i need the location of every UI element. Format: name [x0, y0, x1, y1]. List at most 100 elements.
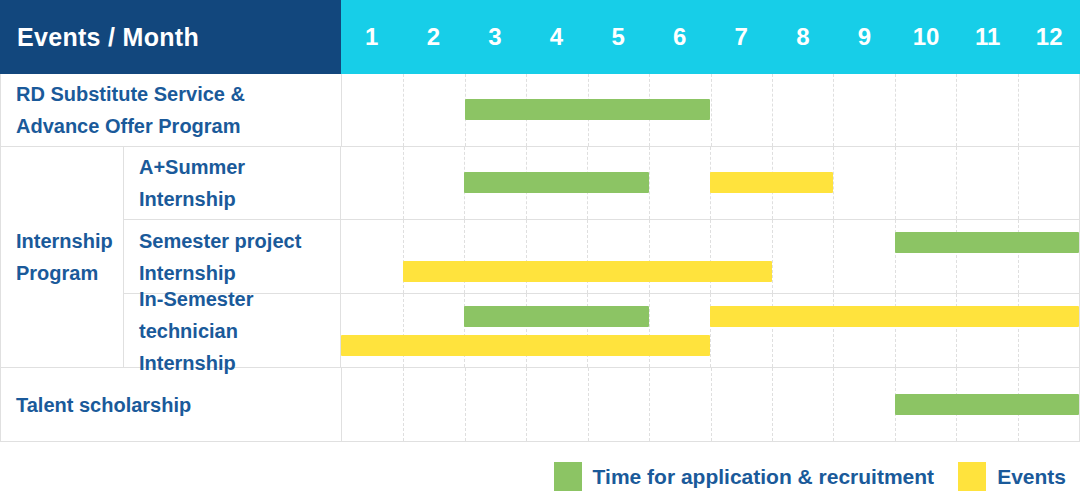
- month-label: 7: [710, 0, 772, 74]
- month-gridline: [465, 368, 466, 441]
- month-label: 2: [403, 0, 465, 74]
- application-legend-label: Time for application & recruitment: [593, 465, 935, 489]
- month-gridline: [1018, 147, 1019, 219]
- month-gridline: [403, 294, 404, 367]
- application-bar: [895, 394, 1079, 415]
- group-label-line: Program: [16, 257, 123, 289]
- month-gridline: [833, 147, 834, 219]
- table-row: A+Summer Internship: [124, 147, 1079, 220]
- table-row: In-Semester technician Internship: [124, 294, 1079, 367]
- month-label: 6: [649, 0, 711, 74]
- month-gridline: [649, 368, 650, 441]
- month-label: 4: [526, 0, 588, 74]
- row-label-a-plus-summer: A+Summer Internship: [124, 147, 341, 219]
- month-label: 1: [341, 0, 403, 74]
- row-label-line: A+Summer: [139, 151, 340, 183]
- month-label: 11: [957, 0, 1019, 74]
- month-gridline: [833, 294, 834, 367]
- month-label: 12: [1018, 0, 1080, 74]
- month-gridline: [526, 368, 527, 441]
- row-label-line: Advance Offer Program: [16, 110, 341, 142]
- table-header-row: Events / Month 123456789101112: [0, 0, 1080, 74]
- events-month-header-label: Events / Month: [17, 23, 199, 52]
- events-legend-swatch: [958, 462, 986, 491]
- month-gridline: [526, 220, 527, 293]
- gantt-track: [341, 294, 1079, 367]
- row-label-line: RD Substitute Service &: [16, 78, 341, 110]
- month-label: 3: [464, 0, 526, 74]
- table-row: RD Substitute Service & Advance Offer Pr…: [1, 74, 1079, 147]
- month-label: 5: [587, 0, 649, 74]
- events-legend-label: Events: [997, 465, 1066, 489]
- application-bar: [465, 99, 711, 120]
- application-bar: [895, 232, 1080, 253]
- month-label: 9: [834, 0, 896, 74]
- gantt-track: [342, 74, 1079, 146]
- month-gridline: [956, 74, 957, 146]
- month-gridline: [833, 368, 834, 441]
- month-gridline: [711, 74, 712, 146]
- month-gridline: [587, 294, 588, 367]
- month-label: 8: [772, 0, 834, 74]
- month-gridline: [403, 220, 404, 293]
- month-gridline: [772, 294, 773, 367]
- table-body: RD Substitute Service & Advance Offer Pr…: [0, 74, 1080, 442]
- application-legend-swatch: [554, 462, 582, 491]
- events-month-header-cell: Events / Month: [0, 0, 341, 74]
- month-gridline: [710, 220, 711, 293]
- month-gridline: [1018, 294, 1019, 367]
- month-gridline: [956, 147, 957, 219]
- month-gridline: [1018, 74, 1019, 146]
- month-gridline: [833, 74, 834, 146]
- month-gridline: [526, 294, 527, 367]
- gantt-schedule: Events / Month 123456789101112 RD Substi…: [0, 0, 1080, 494]
- month-gridline: [895, 294, 896, 367]
- row-label-in-semester-technician: In-Semester technician Internship: [124, 294, 341, 367]
- row-label-line: Semester project: [139, 225, 340, 257]
- events-bar: [341, 335, 710, 356]
- month-gridline: [895, 74, 896, 146]
- month-label: 10: [895, 0, 957, 74]
- legend: Time for application & recruitment Event…: [0, 462, 1080, 491]
- month-gridline: [1018, 220, 1019, 293]
- month-gridline: [403, 147, 404, 219]
- group-label-line: Internship: [16, 225, 123, 257]
- group-label-internship-program: Internship Program: [1, 147, 124, 367]
- schedule-table: Events / Month 123456789101112 RD Substi…: [0, 0, 1080, 442]
- row-label-line: In-Semester: [139, 283, 340, 315]
- internship-program-group: Internship Program A+Summer Internship S…: [1, 147, 1079, 368]
- gantt-track: [341, 220, 1079, 293]
- row-label-line: Talent scholarship: [16, 389, 341, 421]
- month-gridline: [587, 220, 588, 293]
- month-header-row: 123456789101112: [341, 0, 1080, 74]
- month-gridline: [833, 220, 834, 293]
- month-gridline: [895, 147, 896, 219]
- row-label-line: Internship: [139, 183, 340, 215]
- month-gridline: [956, 294, 957, 367]
- application-bar: [464, 172, 649, 193]
- month-gridline: [649, 220, 650, 293]
- events-bar: [710, 306, 1079, 327]
- month-gridline: [895, 220, 896, 293]
- row-label-rd-substitute: RD Substitute Service & Advance Offer Pr…: [1, 74, 342, 146]
- month-gridline: [464, 294, 465, 367]
- events-bar: [710, 172, 833, 193]
- month-gridline: [649, 294, 650, 367]
- month-gridline: [403, 74, 404, 146]
- table-row: Talent scholarship: [1, 368, 1079, 442]
- month-gridline: [772, 368, 773, 441]
- month-gridline: [772, 74, 773, 146]
- month-gridline: [711, 368, 712, 441]
- gantt-track: [342, 368, 1079, 441]
- month-gridline: [772, 220, 773, 293]
- events-bar: [403, 261, 772, 282]
- month-gridline: [464, 220, 465, 293]
- month-gridline: [710, 294, 711, 367]
- row-label-talent-scholarship: Talent scholarship: [1, 368, 342, 441]
- month-gridline: [956, 220, 957, 293]
- month-gridline: [649, 147, 650, 219]
- application-bar: [464, 306, 649, 327]
- group-rows: A+Summer Internship Semester project Int…: [124, 147, 1079, 367]
- gantt-track: [341, 147, 1079, 219]
- month-gridline: [403, 368, 404, 441]
